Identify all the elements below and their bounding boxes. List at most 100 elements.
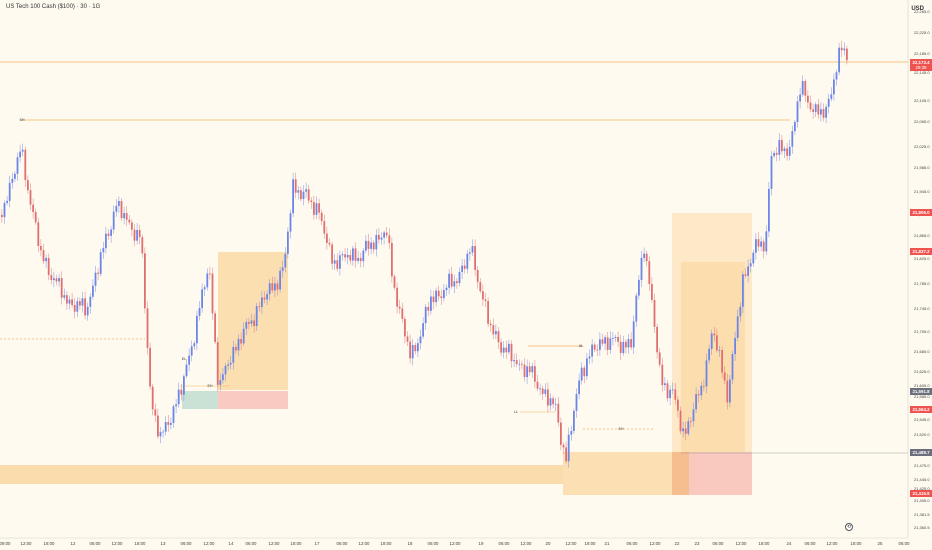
candle-body (671, 389, 674, 391)
candle-body (372, 242, 375, 250)
time-tick-label: 18:00 (43, 541, 55, 546)
candle-body (115, 205, 118, 212)
candle-body (170, 422, 172, 425)
candle-body (154, 409, 157, 416)
candle-body (417, 343, 419, 352)
candle-body (19, 151, 21, 158)
candle-body (136, 230, 138, 241)
candle-body (8, 182, 11, 201)
candle-body (635, 295, 638, 322)
candle-body (401, 308, 404, 319)
candle-body (235, 346, 237, 351)
candle-body (786, 148, 788, 156)
reset-chart-button[interactable]: ⟲ (845, 523, 853, 531)
candle-body (445, 287, 448, 291)
candle-body (653, 299, 656, 327)
candle-body (414, 345, 417, 352)
candle-body (729, 379, 731, 403)
candle-body (86, 306, 89, 316)
candle-body (16, 157, 19, 174)
candle-body (97, 272, 99, 274)
candle-body (37, 222, 40, 246)
price-badge-countdown: 29:39 (915, 65, 927, 70)
candle-body (778, 140, 781, 155)
candle-body (227, 364, 229, 366)
candle-body (216, 342, 219, 385)
candle-body (664, 383, 666, 386)
candle-body (339, 255, 341, 269)
candle-body (570, 430, 573, 435)
candle-body (375, 234, 378, 250)
candle-body (331, 244, 333, 264)
candle-body (513, 360, 515, 362)
candle-body (721, 350, 723, 373)
trade-zone (681, 262, 745, 452)
symbol-title[interactable]: US Tech 100 Cash ($100) · 30 · 1G (6, 4, 101, 10)
candle-body (521, 363, 523, 365)
candle-body (489, 323, 492, 326)
candle-body (14, 173, 16, 179)
candle-body (843, 48, 846, 51)
candle-body (242, 328, 245, 344)
candle-body (554, 403, 557, 405)
candle-body (40, 245, 42, 251)
candle-body (55, 278, 58, 282)
candle-body (393, 276, 396, 288)
candle-body (508, 343, 510, 353)
price-tick-label: 22,105.0 (914, 98, 930, 103)
candle-body (658, 352, 661, 365)
candle-body (565, 447, 567, 462)
price-badge: 21,837.2 (910, 248, 932, 255)
candle-body (318, 203, 320, 213)
candle-body (666, 383, 669, 399)
currency-label[interactable]: USD (911, 6, 924, 12)
candle-body (180, 389, 183, 395)
candle-body (466, 253, 469, 269)
candle-body (229, 362, 232, 365)
candle-body (240, 339, 242, 344)
candle-body (606, 337, 609, 350)
candle-body (359, 257, 362, 262)
candle-body (159, 432, 162, 437)
price-tick-label: 21,945.0 (914, 189, 930, 194)
time-tick-label: 06:00 (245, 541, 257, 546)
time-tick-label: 06:00 (498, 541, 510, 546)
trade-zone (182, 391, 218, 409)
candle-body (812, 109, 814, 112)
price-badge-value: 21,591.8 (912, 389, 930, 394)
candle-body (794, 122, 796, 132)
price-tick-label: 21,985.0 (914, 165, 930, 170)
candle-body (125, 213, 128, 220)
reset-icon: ⟲ (846, 524, 852, 530)
price-tick-label: 21,705.0 (914, 329, 930, 334)
candle-body (495, 331, 497, 335)
price-tick-label: 21,605.0 (914, 383, 930, 388)
candle-body (804, 81, 807, 96)
candle-body (640, 257, 643, 280)
candle-body (682, 428, 684, 432)
candle-body (84, 298, 86, 316)
trade-zone (563, 452, 672, 495)
candle-body (630, 339, 632, 348)
candle-body (807, 95, 809, 103)
candle-body (838, 47, 840, 73)
candle-body (687, 421, 690, 434)
candle-body (307, 189, 310, 201)
candle-body (424, 306, 427, 324)
candle-body (422, 323, 424, 337)
candle-body (281, 267, 284, 271)
candle-body (352, 248, 354, 261)
candle-body (284, 253, 287, 268)
candle-body (661, 364, 664, 386)
candle-body (183, 376, 185, 395)
time-tick-label: 12:00 (449, 541, 461, 546)
candle-body (219, 380, 222, 385)
candle-body (822, 109, 825, 118)
candle-body (354, 248, 357, 261)
candle-body (796, 101, 799, 123)
time-tick-label: 12:00 (565, 541, 577, 546)
candle-body (131, 222, 133, 230)
time-tick-label: 06:00 (427, 541, 439, 546)
candle-body (752, 252, 755, 264)
